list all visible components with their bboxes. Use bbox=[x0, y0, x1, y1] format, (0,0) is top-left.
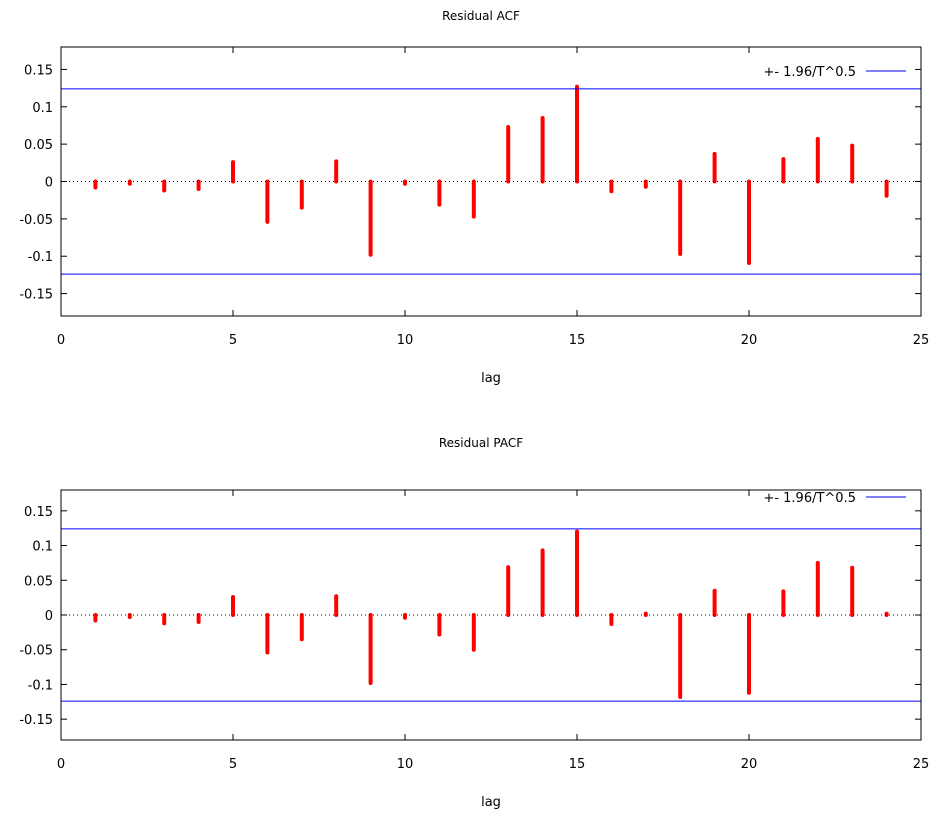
acf-xtick-label: 10 bbox=[397, 333, 414, 348]
acf-panel: Residual ACF 0.150.10.050-0.05-0.1-0.150… bbox=[19, 9, 929, 386]
acf-xtick-label: 5 bbox=[229, 333, 237, 348]
pacf-legend: +- 1.96/T^0.5 bbox=[763, 491, 906, 506]
pacf-ytick-label: -0.15 bbox=[19, 713, 53, 728]
acf-legend: +- 1.96/T^0.5 bbox=[763, 65, 906, 80]
pacf-ytick-label: -0.1 bbox=[28, 678, 53, 693]
acf-ytick-label: -0.15 bbox=[19, 288, 53, 303]
acf-legend-label: +- 1.96/T^0.5 bbox=[763, 65, 856, 80]
acf-ytick-label: -0.1 bbox=[28, 250, 53, 265]
pacf-ytick-label: 0.15 bbox=[24, 505, 53, 520]
pacf-xlabel: lag bbox=[481, 795, 501, 810]
acf-xtick-label: 25 bbox=[913, 333, 930, 348]
acf-ytick-label: 0 bbox=[45, 176, 53, 191]
pacf-xtick-label: 5 bbox=[229, 757, 237, 772]
pacf-ytick-label: 0.05 bbox=[24, 574, 53, 589]
pacf-xtick-label: 15 bbox=[569, 757, 586, 772]
pacf-xtick-label: 20 bbox=[741, 757, 758, 772]
pacf-bars bbox=[93, 529, 889, 699]
acf-title: Residual ACF bbox=[442, 9, 520, 23]
pacf-title: Residual PACF bbox=[439, 436, 523, 450]
pacf-panel: Residual PACF 0.15 0.1 0.05 0 -0.05 -0.1 -0.15… bbox=[19, 436, 929, 810]
pacf-ticks: 0.15 0.1 0.05 0 -0.05 -0.1 -0.15 0 5 10 15 20 25 bbox=[19, 490, 929, 772]
pacf-legend-label: +- 1.96/T^0.5 bbox=[763, 491, 856, 506]
acf-ytick-label: 0.15 bbox=[24, 63, 53, 78]
acf-xtick-label: 15 bbox=[569, 333, 586, 348]
pacf-xtick-label: 25 bbox=[913, 757, 930, 772]
acf-ytick-label: 0.1 bbox=[32, 101, 53, 116]
acf-ytick-label: 0.05 bbox=[24, 138, 53, 153]
pacf-ytick-label: 0.1 bbox=[32, 540, 53, 555]
acf-xlabel: lag bbox=[481, 371, 501, 386]
acf-xtick-label: 0 bbox=[57, 333, 65, 348]
pacf-xtick-label: 0 bbox=[57, 757, 65, 772]
pacf-ytick-label: -0.05 bbox=[19, 644, 53, 659]
acf-xtick-label: 20 bbox=[741, 333, 758, 348]
acf-bars bbox=[93, 84, 889, 265]
pacf-xtick-label: 10 bbox=[397, 757, 414, 772]
pacf-ytick-label: 0 bbox=[45, 609, 53, 624]
acf-ytick-label: -0.05 bbox=[19, 213, 53, 228]
acf-ticks: 0.15 0.1 0.05 0 -0.05 -0.1 -0.15 0 5 10 15 20 25 bbox=[19, 47, 929, 348]
